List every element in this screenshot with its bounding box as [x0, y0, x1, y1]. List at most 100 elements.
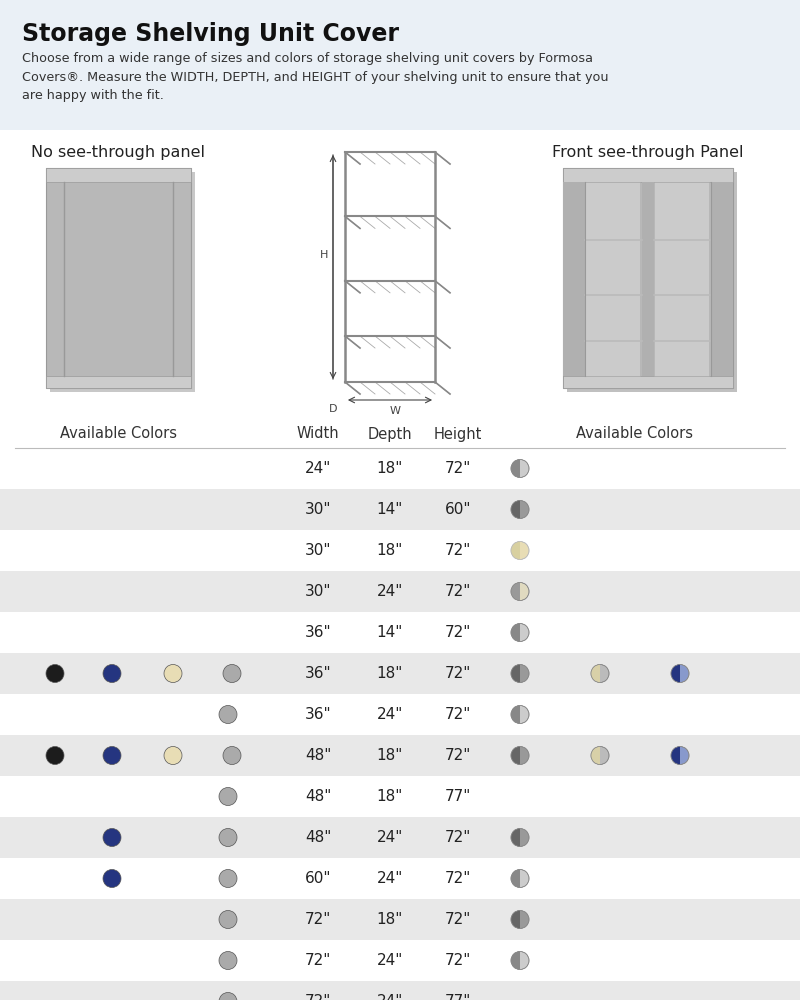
FancyBboxPatch shape [563, 376, 733, 388]
Circle shape [511, 869, 529, 888]
Text: 24": 24" [377, 994, 403, 1000]
FancyBboxPatch shape [0, 858, 800, 899]
FancyBboxPatch shape [0, 530, 800, 571]
Text: 14": 14" [377, 502, 403, 517]
Text: 18": 18" [377, 543, 403, 558]
Text: Available Colors: Available Colors [59, 426, 177, 442]
Circle shape [511, 664, 529, 682]
FancyBboxPatch shape [46, 168, 190, 388]
Text: 24": 24" [305, 461, 331, 476]
Circle shape [219, 706, 237, 724]
Circle shape [223, 746, 241, 764]
Wedge shape [511, 746, 520, 764]
Text: 72": 72" [445, 830, 471, 845]
FancyBboxPatch shape [46, 168, 190, 182]
FancyBboxPatch shape [0, 776, 800, 817]
Text: 60": 60" [445, 502, 471, 517]
Wedge shape [511, 624, 520, 642]
Circle shape [164, 664, 182, 682]
Circle shape [219, 788, 237, 806]
Circle shape [511, 952, 529, 970]
Text: 72": 72" [445, 625, 471, 640]
Circle shape [219, 869, 237, 888]
Wedge shape [591, 746, 600, 764]
Circle shape [511, 624, 529, 642]
FancyBboxPatch shape [0, 489, 800, 530]
FancyBboxPatch shape [0, 612, 800, 653]
Circle shape [103, 746, 121, 764]
Text: 36": 36" [305, 707, 331, 722]
Text: 72": 72" [305, 912, 331, 927]
FancyBboxPatch shape [654, 182, 709, 376]
Circle shape [591, 746, 609, 764]
Text: 72": 72" [445, 953, 471, 968]
FancyBboxPatch shape [711, 182, 733, 376]
FancyBboxPatch shape [563, 182, 585, 376]
Circle shape [511, 910, 529, 928]
FancyBboxPatch shape [0, 694, 800, 735]
Text: D: D [329, 404, 337, 414]
Text: Height: Height [434, 426, 482, 442]
Circle shape [511, 500, 529, 518]
Text: 72": 72" [305, 994, 331, 1000]
Circle shape [223, 664, 241, 682]
FancyBboxPatch shape [563, 168, 733, 182]
Text: 48": 48" [305, 748, 331, 763]
FancyBboxPatch shape [0, 571, 800, 612]
Text: 18": 18" [377, 461, 403, 476]
Circle shape [219, 952, 237, 970]
FancyBboxPatch shape [0, 940, 800, 981]
Wedge shape [511, 500, 520, 518]
Circle shape [511, 706, 529, 724]
Text: Storage Shelving Unit Cover: Storage Shelving Unit Cover [22, 22, 399, 46]
Text: 24": 24" [377, 707, 403, 722]
Text: Available Colors: Available Colors [577, 426, 694, 442]
Wedge shape [511, 952, 520, 970]
FancyBboxPatch shape [0, 817, 800, 858]
Wedge shape [511, 706, 520, 724]
Text: 14": 14" [377, 625, 403, 640]
Text: 30": 30" [305, 502, 331, 517]
Text: 72": 72" [445, 748, 471, 763]
Text: Choose from a wide range of sizes and colors of storage shelving unit covers by : Choose from a wide range of sizes and co… [22, 52, 609, 102]
Text: Front see-through Panel: Front see-through Panel [552, 145, 744, 160]
Text: 30": 30" [305, 584, 331, 599]
FancyBboxPatch shape [567, 172, 737, 392]
Circle shape [511, 582, 529, 600]
FancyBboxPatch shape [50, 172, 194, 392]
Circle shape [511, 542, 529, 560]
Wedge shape [671, 746, 680, 764]
Text: 18": 18" [377, 666, 403, 681]
Text: 72": 72" [445, 543, 471, 558]
Circle shape [511, 746, 529, 764]
Wedge shape [671, 664, 680, 682]
FancyBboxPatch shape [642, 182, 654, 376]
Circle shape [219, 910, 237, 928]
Text: 18": 18" [377, 789, 403, 804]
Circle shape [591, 664, 609, 682]
Text: No see-through panel: No see-through panel [31, 145, 205, 160]
Text: 72": 72" [445, 912, 471, 927]
Circle shape [46, 664, 64, 682]
Text: Width: Width [297, 426, 339, 442]
Text: 72": 72" [445, 871, 471, 886]
Wedge shape [511, 869, 520, 888]
Text: 77": 77" [445, 994, 471, 1000]
Circle shape [46, 746, 64, 764]
Text: 30": 30" [305, 543, 331, 558]
FancyBboxPatch shape [46, 376, 190, 388]
Circle shape [103, 664, 121, 682]
FancyBboxPatch shape [0, 735, 800, 776]
Text: 18": 18" [377, 912, 403, 927]
Text: 77": 77" [445, 789, 471, 804]
Text: 36": 36" [305, 666, 331, 681]
Circle shape [671, 746, 689, 764]
Text: Depth: Depth [368, 426, 412, 442]
Circle shape [164, 746, 182, 764]
Text: 72": 72" [445, 707, 471, 722]
Wedge shape [511, 664, 520, 682]
Wedge shape [511, 582, 520, 600]
Text: W: W [390, 406, 401, 416]
FancyBboxPatch shape [0, 0, 800, 130]
Text: 48": 48" [305, 830, 331, 845]
